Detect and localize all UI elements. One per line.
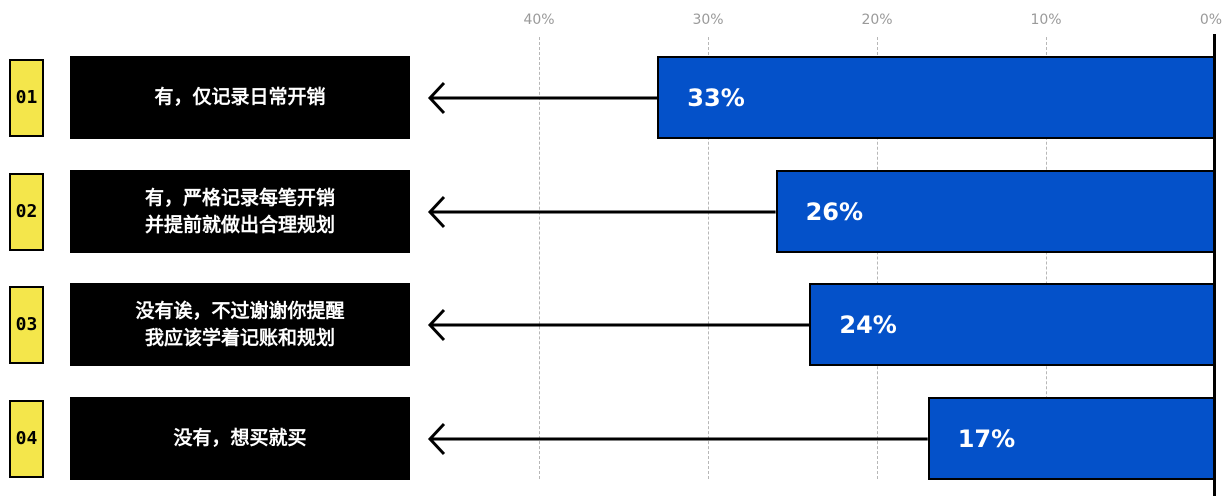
bar — [657, 56, 1215, 139]
x-tick-label: 10% — [1030, 12, 1062, 28]
x-tick-label: 20% — [861, 12, 893, 28]
bar — [927, 397, 1215, 480]
bar-value-label: 26% — [805, 197, 864, 226]
arrow-left-icon — [427, 195, 776, 228]
arrow-left-icon — [427, 81, 658, 114]
category-label: 没有，想买就买 — [70, 397, 410, 480]
row-number-badge: 03 — [9, 285, 44, 364]
gridline — [539, 37, 540, 479]
arrow-left-icon — [427, 308, 810, 341]
bar-value-label: 17% — [957, 424, 1016, 453]
bar-value-label: 24% — [839, 310, 897, 339]
x-tick-label: 30% — [692, 12, 724, 28]
category-label: 有，严格记录每笔开销 并提前就做出合理规划 — [70, 170, 410, 253]
zero-axis-line — [1213, 34, 1216, 496]
arrow-left-icon — [427, 422, 928, 455]
row-number-badge: 02 — [9, 172, 44, 251]
category-label: 没有诶，不过谢谢你提醒 我应该学着记账和规划 — [70, 283, 410, 366]
category-label: 有，仅记录日常开销 — [70, 56, 410, 139]
gridline — [877, 37, 878, 479]
x-tick-label: 0% — [1199, 12, 1223, 28]
x-tick-label: 40% — [523, 12, 555, 28]
row-number-badge: 01 — [9, 58, 44, 137]
bar — [775, 170, 1215, 253]
bar — [809, 283, 1215, 366]
gridline — [1046, 37, 1047, 479]
bar-value-label: 33% — [687, 83, 745, 112]
row-number-badge: 04 — [9, 399, 44, 478]
gridline — [708, 37, 709, 479]
